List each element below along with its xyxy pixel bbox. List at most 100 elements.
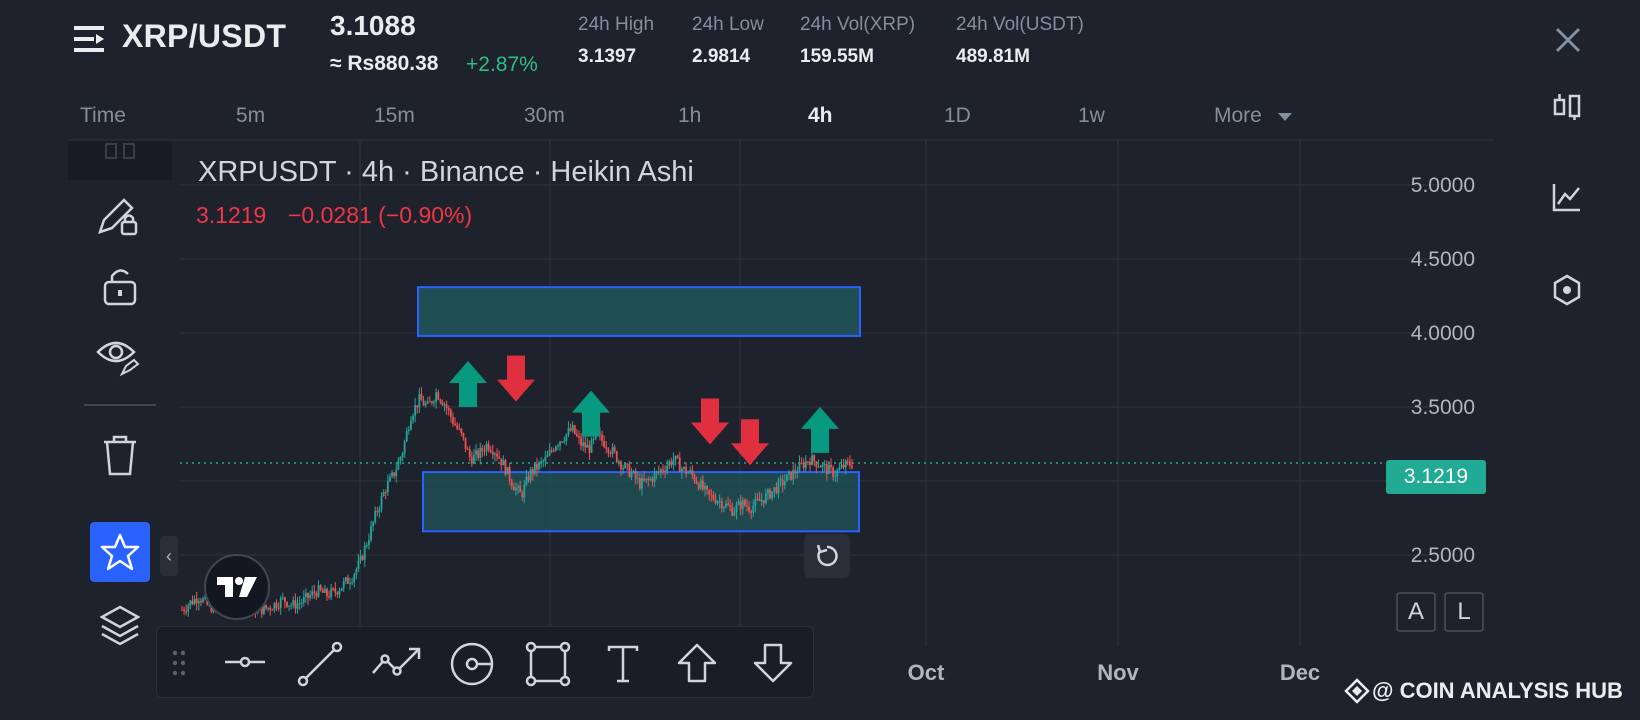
candle-body <box>571 425 574 431</box>
candle-body <box>746 505 748 507</box>
arrow-up-tool-icon[interactable] <box>675 641 719 685</box>
tf-time[interactable]: Time <box>80 104 126 127</box>
candle-body <box>605 447 608 449</box>
pencil-lock-icon[interactable] <box>96 194 144 243</box>
candle-body <box>481 447 484 452</box>
menu-icon[interactable] <box>74 24 108 54</box>
log-scale-button[interactable]: L <box>1444 592 1484 632</box>
unlock-icon[interactable] <box>102 266 138 311</box>
pair-title[interactable]: XRP/USDT <box>122 18 287 54</box>
indicators-icon[interactable] <box>1552 182 1582 217</box>
tf-15m[interactable]: 15m <box>374 104 415 127</box>
signal-arrow-down <box>497 355 535 402</box>
chart-signals <box>449 355 839 466</box>
candle-body <box>263 604 265 615</box>
candle-body <box>443 404 446 406</box>
candle-body <box>494 453 496 455</box>
reset-view-button[interactable] <box>804 534 850 578</box>
candle-body <box>183 609 186 611</box>
candle-body <box>420 393 423 401</box>
candle-body <box>552 450 555 452</box>
candle-body <box>773 487 776 492</box>
tf-more[interactable]: More <box>1214 104 1262 127</box>
tf-4h[interactable]: 4h <box>808 104 833 127</box>
candle-body <box>401 453 404 458</box>
candle-body <box>368 540 370 546</box>
candle-body <box>586 445 589 448</box>
candle-body <box>521 492 524 498</box>
candle-body <box>830 464 832 468</box>
candle-body <box>811 455 813 465</box>
candle-body <box>449 410 452 417</box>
candle-body <box>689 470 692 473</box>
candle-body <box>754 498 757 506</box>
arrow-down-tool-icon[interactable] <box>751 641 795 685</box>
drawing-grid-icon[interactable] <box>104 142 138 165</box>
chevron-down-icon[interactable] <box>1278 110 1292 128</box>
candle-body <box>397 460 400 470</box>
candle-body <box>651 478 654 482</box>
drag-handle-icon[interactable] <box>171 649 187 677</box>
candle-body <box>683 466 685 469</box>
candle-body <box>617 461 620 463</box>
candle-body <box>458 428 461 430</box>
candle-body <box>328 596 330 598</box>
candle-body <box>592 438 595 440</box>
candle-body <box>767 489 769 494</box>
tf-5m[interactable]: 5m <box>236 104 266 127</box>
candle-body <box>359 555 362 561</box>
rectangle-tool-icon[interactable] <box>525 641 571 687</box>
fiat-price: ≈ Rs880.38 <box>330 52 439 75</box>
candle-body <box>302 596 305 603</box>
candle-body <box>647 478 650 481</box>
candle-body <box>405 431 408 442</box>
signal-arrow-up <box>572 390 610 437</box>
candle-body <box>527 476 530 481</box>
candle-body <box>269 607 272 610</box>
candle-body <box>506 467 509 475</box>
tf-1d[interactable]: 1D <box>944 104 971 127</box>
candle-body <box>464 437 467 449</box>
candle-body <box>435 392 438 402</box>
candle-body <box>504 460 507 475</box>
layers-icon[interactable] <box>99 604 141 651</box>
tf-1w[interactable]: 1w <box>1078 104 1105 127</box>
stat-vol-xrp-label: 24h Vol(XRP) <box>800 14 916 35</box>
horizontal-ray-icon[interactable] <box>223 647 267 677</box>
candle-body <box>632 471 635 473</box>
path-tool-icon[interactable] <box>369 643 423 683</box>
tf-1h[interactable]: 1h <box>678 104 702 127</box>
candle-body <box>796 472 799 474</box>
y-tick-label: 2.5000 <box>1411 544 1475 567</box>
trash-icon[interactable] <box>102 434 138 481</box>
candle-body <box>428 401 431 403</box>
circle-tool-icon[interactable] <box>449 641 495 687</box>
auto-scale-button[interactable]: A <box>1396 592 1436 632</box>
candle-body <box>321 589 324 593</box>
candle-body <box>823 464 826 466</box>
candle-body <box>542 461 545 463</box>
candle-body <box>330 588 333 598</box>
settings-hex-icon[interactable] <box>1552 274 1582 311</box>
close-icon[interactable] <box>1552 24 1584 56</box>
candle-body <box>613 447 616 452</box>
collapse-toolbar-button[interactable]: ‹ <box>160 536 178 576</box>
candle-body <box>540 461 543 463</box>
candle-body <box>296 603 299 609</box>
text-tool-icon[interactable] <box>605 643 641 685</box>
eye-pencil-icon[interactable] <box>96 334 144 383</box>
trend-line-icon[interactable] <box>297 641 343 687</box>
candle-body <box>657 471 660 473</box>
chart-grid <box>68 139 1494 646</box>
candle-body <box>628 464 631 477</box>
candle-body <box>422 400 425 406</box>
candle-body <box>426 401 429 404</box>
tf-30m[interactable]: 30m <box>524 104 565 127</box>
candle-type-icon[interactable] <box>1552 90 1582 127</box>
favorite-star-button[interactable] <box>90 522 150 582</box>
candle-body <box>523 484 526 498</box>
candle-body <box>743 499 746 506</box>
candle-body <box>636 478 639 480</box>
candle-body <box>672 459 675 465</box>
candle-body <box>338 590 341 595</box>
